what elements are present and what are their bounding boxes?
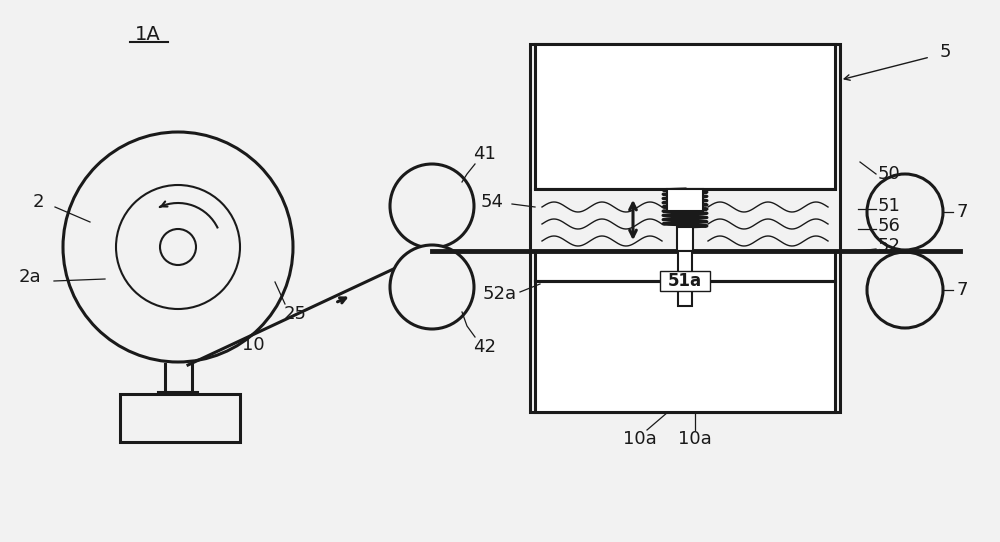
- Bar: [677, 227, 693, 251]
- Text: 10a: 10a: [623, 430, 657, 448]
- Circle shape: [867, 252, 943, 328]
- Circle shape: [63, 132, 293, 362]
- Circle shape: [390, 164, 474, 248]
- Text: 25: 25: [284, 305, 306, 323]
- Text: 10a: 10a: [678, 430, 712, 448]
- Text: 51: 51: [878, 197, 901, 215]
- Text: 52a: 52a: [483, 285, 517, 303]
- Text: 2: 2: [32, 193, 44, 211]
- Bar: [660, 271, 710, 291]
- Bar: [530, 44, 840, 412]
- Text: 54: 54: [480, 193, 504, 211]
- Bar: [535, 251, 835, 281]
- Text: 51a: 51a: [668, 272, 702, 290]
- Text: 42: 42: [474, 338, 496, 356]
- Text: 41: 41: [474, 145, 496, 163]
- Text: 50: 50: [878, 165, 901, 183]
- Text: 52: 52: [878, 237, 901, 255]
- Circle shape: [390, 245, 474, 329]
- Text: 10: 10: [242, 336, 264, 354]
- Bar: [535, 281, 835, 412]
- Bar: [535, 44, 835, 189]
- Circle shape: [116, 185, 240, 309]
- Bar: [120, 394, 240, 442]
- Text: 5: 5: [939, 43, 951, 61]
- Bar: [678, 251, 692, 306]
- Text: 1A: 1A: [135, 24, 161, 43]
- Circle shape: [160, 229, 196, 265]
- Circle shape: [867, 174, 943, 250]
- Bar: [667, 189, 703, 211]
- Text: 7: 7: [957, 203, 968, 221]
- Text: 2a: 2a: [19, 268, 41, 286]
- Text: 56: 56: [878, 217, 901, 235]
- Text: 7: 7: [957, 281, 968, 299]
